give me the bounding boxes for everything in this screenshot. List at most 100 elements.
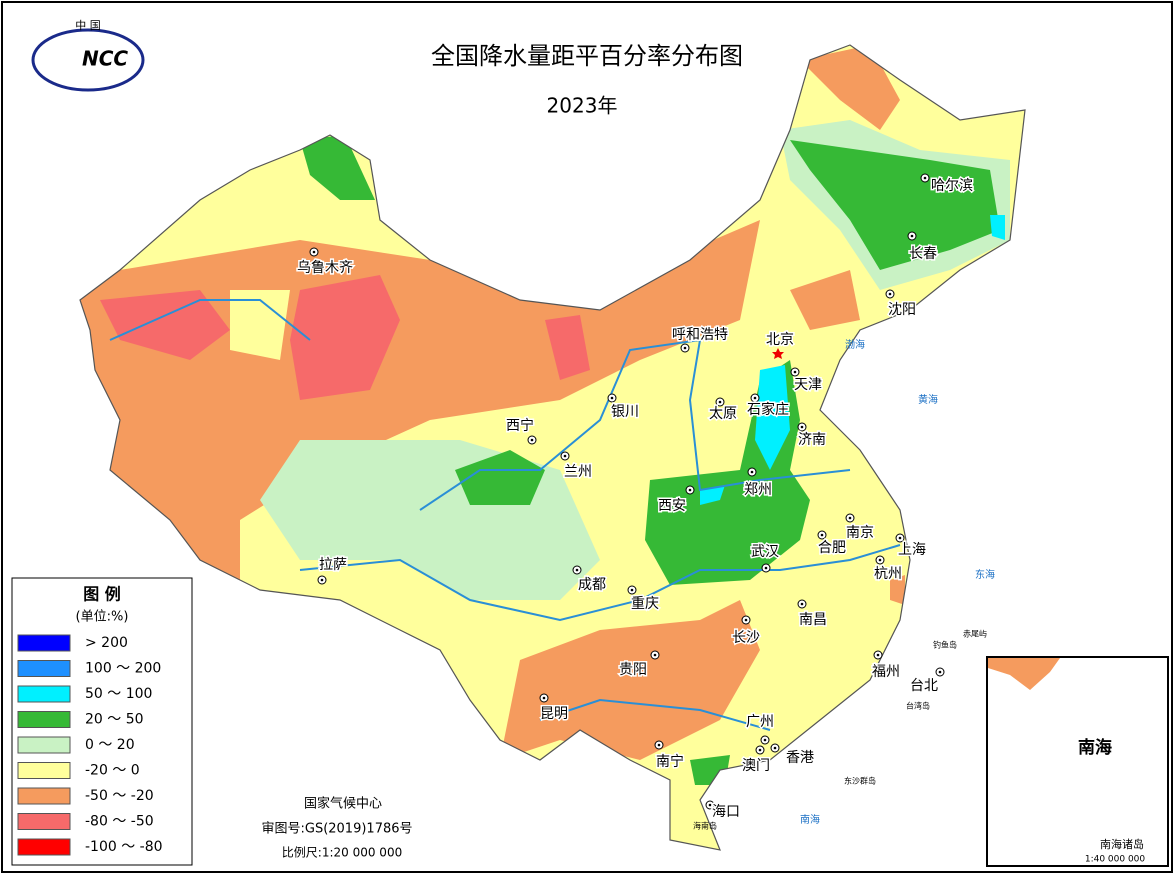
city-dot (923, 176, 927, 180)
legend-swatch (17, 762, 71, 779)
city-label: 郑州 (744, 482, 772, 498)
logo-ring (31, 28, 145, 92)
legend: 图 例 (单位:%) > 200 100 ～ 200 50 ～ 100 20 ～ 50… (11, 577, 193, 866)
island-label: 赤尾屿 (963, 630, 987, 639)
city-dot (688, 488, 692, 492)
city-dot (657, 743, 661, 747)
sea-label: 南海 (800, 813, 820, 826)
city-label: 香港 (786, 750, 814, 766)
city-label: 武汉 (751, 544, 779, 560)
city-label: 拉萨 (319, 557, 347, 573)
city-label: 台北 (910, 678, 938, 694)
city-label: 长春 (909, 246, 937, 262)
city-dot (938, 670, 942, 674)
legend-label: -20 ～ 0 (85, 763, 140, 779)
logo: 中 国 NCC (31, 19, 145, 92)
legend-swatch (17, 685, 71, 703)
city-dot (630, 588, 634, 592)
legend-label: > 200 (85, 635, 128, 651)
inset-scale: 1:40 000 000 (1085, 855, 1146, 865)
city-dot (653, 653, 657, 657)
city-label: 合肥 (818, 540, 846, 556)
city-dot (683, 346, 687, 350)
city-dot (563, 454, 567, 458)
capital-star (772, 348, 784, 359)
city-dot (542, 696, 546, 700)
legend-label: 0 ～ 20 (85, 737, 135, 753)
seas: 渤海 黄海 东海 南海 台湾岛 海南岛 钓鱼岛 赤尾屿 东沙群岛 (693, 338, 995, 831)
credit-approval: 审图号:GS(2019)1786号 (261, 822, 412, 837)
logo-text: NCC (82, 47, 128, 71)
city-dot (800, 425, 804, 429)
city-label: 成都 (578, 577, 606, 593)
city-label: 北京 (766, 332, 794, 348)
city-dot (744, 618, 748, 622)
credit-scale: 比例尺:1:20 000 000 (282, 846, 402, 860)
city-label: 海口 (712, 804, 740, 820)
city-label: 哈尔滨 (931, 178, 973, 194)
city-dot (753, 396, 757, 400)
city-label: 天津 (794, 377, 822, 393)
logo-top: 中 国 (75, 19, 101, 32)
legend-label: 100 ～ 200 (85, 661, 161, 677)
legend-swatch (17, 813, 71, 830)
sea-label: 东海 (975, 568, 995, 581)
city-label: 太原 (709, 406, 737, 422)
city-label: 福州 (872, 664, 900, 680)
city-dot (898, 536, 902, 540)
city-label: 南京 (846, 525, 874, 541)
city-dot (758, 748, 762, 752)
city-label: 乌鲁木齐 (297, 260, 353, 276)
inset-sea: 南海 (1078, 737, 1112, 758)
city-label: 昆明 (540, 706, 568, 722)
city-dot (793, 370, 797, 374)
legend-swatch (17, 736, 71, 754)
legend-label: -80 ～ -50 (85, 814, 154, 830)
legend-label: 20 ～ 50 (85, 712, 144, 728)
city-dot (320, 578, 324, 582)
island-label: 海南岛 (693, 821, 717, 831)
city-label: 贵阳 (619, 662, 647, 678)
city-dot (764, 566, 768, 570)
city-label: 南昌 (799, 612, 827, 628)
inset-box (986, 656, 1169, 867)
credit-org: 国家气候中心 (304, 796, 382, 812)
inset-land (988, 658, 1060, 690)
legend-swatch (17, 634, 71, 652)
city-dot (773, 746, 777, 750)
city-label: 石家庄 (747, 401, 789, 418)
legend-swatch (17, 838, 71, 856)
city-label: 银川 (611, 404, 639, 420)
legend-label: -50 ～ -20 (85, 788, 154, 804)
city-label: 沈阳 (888, 302, 916, 318)
city-label: 济南 (798, 432, 826, 448)
city-dot (750, 470, 754, 474)
rivers (109, 299, 901, 731)
city-dot (878, 558, 882, 562)
city-label: 南宁 (656, 753, 684, 770)
city-dot (575, 568, 579, 572)
island-label: 台湾岛 (906, 701, 930, 711)
legend-unit: (单位:%) (76, 610, 129, 625)
city-dot (718, 400, 722, 404)
city-label: 澳门 (742, 758, 770, 774)
city-label: 西安 (658, 498, 686, 514)
inset: 南海 南海诸岛 1:40 000 000 (986, 656, 1169, 867)
city-label: 呼和浩特 (672, 327, 728, 343)
city-dot (610, 396, 614, 400)
city-dot (910, 234, 914, 238)
legend-swatch (17, 660, 71, 677)
legend-swatch (17, 787, 71, 805)
island-label: 钓鱼岛 (933, 640, 957, 650)
city-dot (888, 292, 892, 296)
city-dot (876, 653, 880, 657)
city-dot (312, 250, 316, 254)
sea-label: 渤海 (845, 338, 865, 351)
city-label: 广州 (746, 714, 774, 730)
city-label: 西宁 (506, 417, 534, 434)
legend-swatch (17, 711, 71, 728)
city-label: 兰州 (564, 464, 592, 480)
city-label: 杭州 (874, 566, 902, 582)
